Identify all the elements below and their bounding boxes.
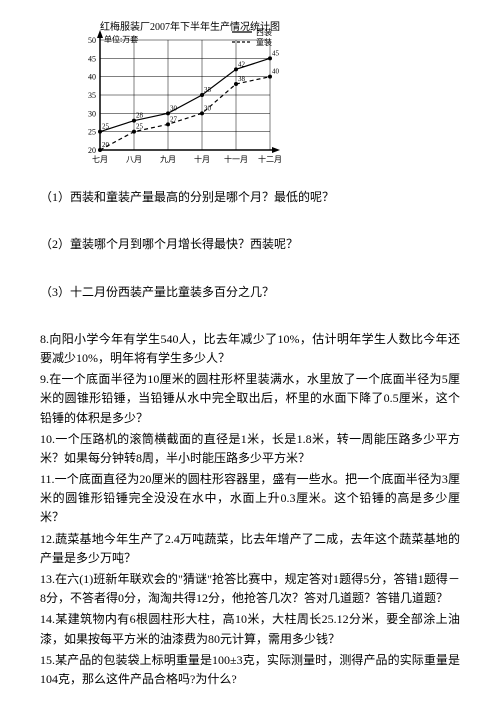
question-2: （2）童装哪个月到哪个月增长得最快？西装呢？ — [40, 235, 460, 254]
chart-container: 红梅服装厂2007年下半年生产情况统计图 20 25 30 35 40 45 50 七月 八月 九月… — [60, 20, 460, 176]
problem-13: 13.在六(1)班新年联欢会的"猜谜"抢答比赛中，规定答对1题得5分，答错1题得… — [40, 570, 460, 608]
svg-text:童装: 童装 — [256, 37, 272, 47]
svg-text:单位:万套: 单位:万套 — [104, 34, 138, 44]
problems-list: 8.向阳小学今年有学生540人，比去年减少了10%，估计明年学生人数比今年还要减… — [40, 330, 460, 689]
svg-text:25: 25 — [102, 123, 110, 131]
svg-text:35: 35 — [88, 91, 96, 100]
svg-text:35: 35 — [204, 86, 212, 94]
svg-text:红梅服装厂2007年下半年生产情况统计图: 红梅服装厂2007年下半年生产情况统计图 — [100, 20, 280, 33]
chart-questions: （1）西装和童装产量最高的分别是哪个月？最低的呢？ （2）童装哪个月到哪个月增长… — [40, 188, 460, 302]
problem-14: 14.某建筑物内有6根圆柱形大柱，高10米，大柱周长25.12分米，要全部涂上油… — [40, 610, 460, 648]
problem-15: 15.某产品的包装袋上标明重量是100±3克，实际测量时，测得产品的实际重量是1… — [40, 651, 460, 689]
problem-11: 11.一个底面直径为20厘米的圆柱形容器里，盛有一些水。把一个底面半径为3厘米的… — [40, 470, 460, 528]
svg-text:27: 27 — [170, 115, 178, 123]
svg-text:20: 20 — [88, 146, 96, 155]
svg-text:28: 28 — [136, 112, 144, 120]
question-1: （1）西装和童装产量最高的分别是哪个月？最低的呢？ — [40, 188, 460, 207]
svg-text:30: 30 — [170, 104, 178, 112]
svg-text:50: 50 — [88, 36, 96, 45]
question-3: （3）十二月份西装产量比童装多百分之几？ — [40, 283, 460, 302]
svg-text:20: 20 — [102, 141, 110, 149]
svg-text:25: 25 — [88, 128, 96, 137]
svg-text:十一月: 十一月 — [224, 154, 248, 164]
svg-text:30: 30 — [204, 104, 212, 112]
problem-8: 8.向阳小学今年有学生540人，比去年减少了10%，估计明年学生人数比今年还要减… — [40, 330, 460, 368]
svg-text:40: 40 — [272, 68, 280, 76]
svg-text:25: 25 — [136, 123, 144, 131]
svg-text:30: 30 — [88, 109, 96, 118]
svg-text:西装: 西装 — [256, 27, 272, 37]
svg-text:40: 40 — [88, 73, 96, 82]
svg-text:十月: 十月 — [194, 154, 210, 164]
svg-text:十二月: 十二月 — [258, 154, 282, 164]
svg-text:45: 45 — [88, 54, 96, 63]
problem-12: 12.蔬菜基地今年生产了2.4万吨蔬菜，比去年增产了二成，去年这个蔬菜基地的产量… — [40, 530, 460, 568]
line-chart: 红梅服装厂2007年下半年生产情况统计图 20 25 30 35 40 45 50 七月 八月 九月… — [60, 20, 300, 170]
svg-text:45: 45 — [272, 49, 280, 57]
svg-text:八月: 八月 — [126, 155, 142, 164]
svg-text:七月: 七月 — [92, 155, 108, 164]
problem-9: 9.在一个底面半径为10厘米的圆柱形杯里装满水，水里放了一个底面半径为5厘米的圆… — [40, 370, 460, 428]
problem-10: 10.一个压路机的滚筒横截面的直径是1米，长是1.8米，转一周能压路多少平方米？… — [40, 430, 460, 468]
svg-text:42: 42 — [238, 60, 246, 68]
svg-text:九月: 九月 — [160, 155, 176, 164]
svg-text:38: 38 — [238, 75, 246, 83]
